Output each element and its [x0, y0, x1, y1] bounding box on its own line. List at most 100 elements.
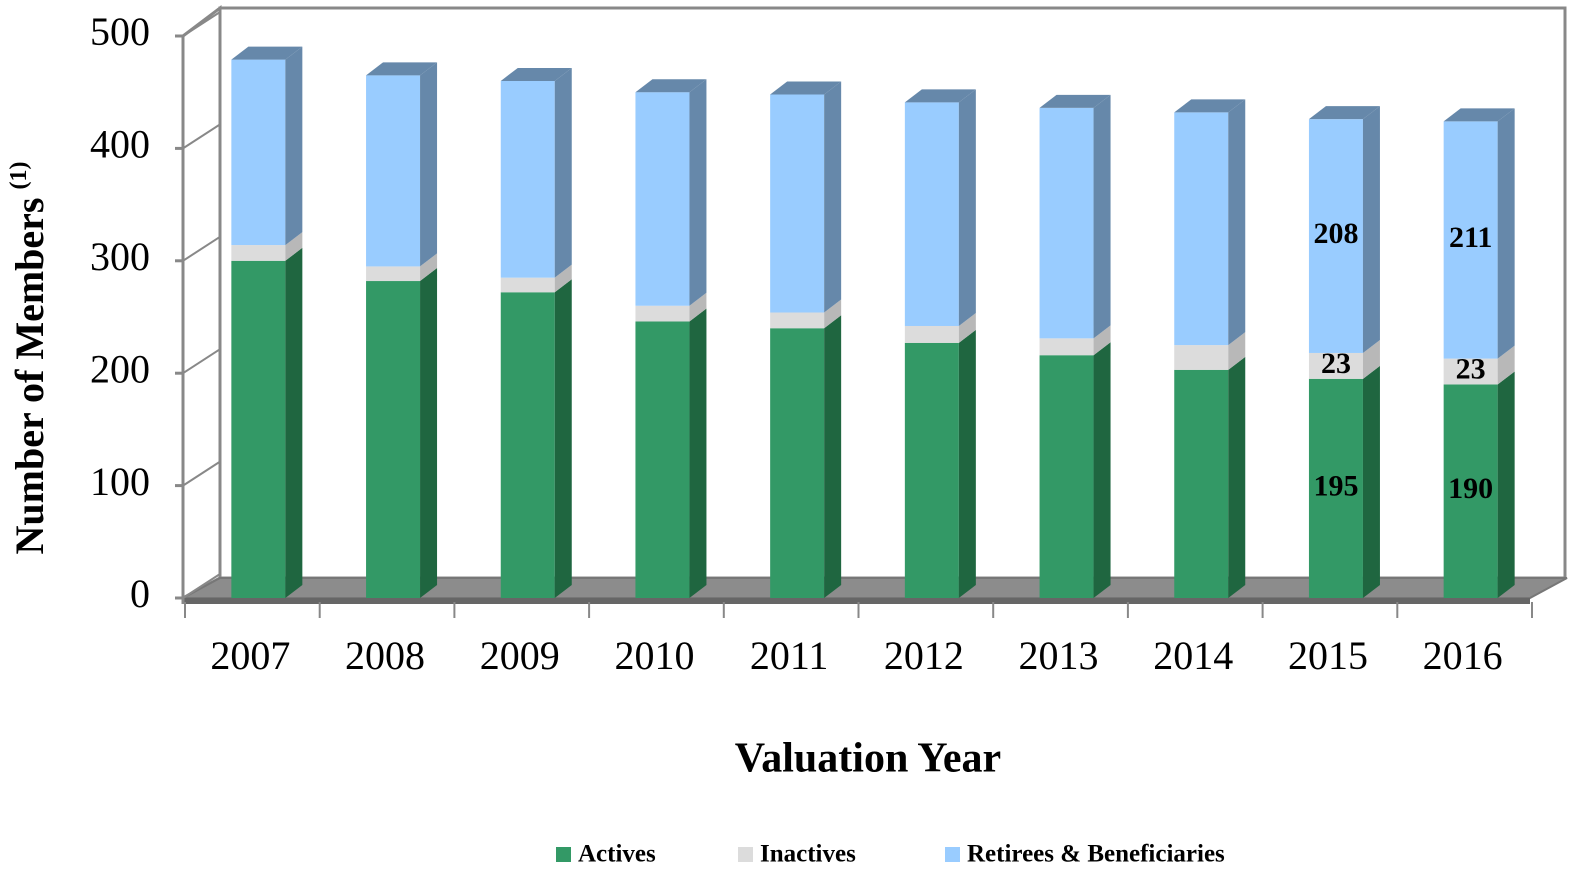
bar-side: [554, 67, 572, 278]
bar-front: [1174, 112, 1229, 346]
bar-side: [1228, 99, 1246, 346]
bar-segment: [635, 292, 707, 322]
bar-top: [770, 81, 842, 95]
bar-front: [500, 80, 555, 278]
bar-front: [1443, 358, 1498, 385]
legend-swatch: [738, 847, 753, 862]
bar-side: [1093, 342, 1111, 598]
y-tick-label: 500: [90, 9, 150, 54]
bar-front: [366, 266, 421, 282]
bar-front: [366, 281, 421, 598]
bar-front: [231, 245, 286, 261]
x-tick-label: 2009: [480, 633, 560, 678]
bar-segment: [231, 46, 303, 246]
bar-side: [1362, 106, 1380, 353]
bar-top: [231, 46, 303, 60]
bar-top: [366, 62, 438, 76]
bar-side: [824, 299, 842, 329]
bar-top: [1308, 106, 1380, 120]
bar-side: [958, 312, 976, 343]
bar-segment: [500, 279, 572, 598]
bar-side: [1497, 345, 1515, 385]
bar-segment: [1039, 325, 1111, 356]
bar-front: [770, 94, 825, 313]
value-label: 195: [1313, 469, 1358, 502]
bar-segment: [635, 79, 707, 306]
bar-front: [231, 260, 286, 598]
bar-side: [285, 232, 303, 261]
bar-front: [770, 312, 825, 329]
legend-label: Retirees & Beneficiaries: [967, 841, 1225, 868]
bar-top: [635, 79, 707, 93]
x-tick-label: 2013: [1019, 633, 1099, 678]
y-tick-label: 400: [90, 122, 150, 167]
y-axis-title-note: (1): [6, 162, 32, 190]
bar-front: [1039, 338, 1094, 356]
y-tick-label: 100: [90, 459, 150, 504]
side-wall: [181, 4, 222, 601]
bar-segment: [1039, 94, 1111, 339]
bar-segment: [366, 268, 438, 598]
bar-side: [554, 279, 572, 598]
bar-segment: [1308, 106, 1380, 353]
bar-side: [1228, 332, 1246, 370]
bar-front: [366, 75, 421, 267]
bar-side: [689, 292, 707, 322]
grid-line: [182, 235, 221, 262]
value-label: 208: [1313, 217, 1358, 250]
bar-segment: [1443, 108, 1515, 359]
bar-front: [1308, 378, 1363, 598]
bar-side: [420, 268, 438, 598]
bar-side: [285, 46, 303, 246]
bar-side: [689, 308, 707, 598]
legend-label: Inactives: [760, 841, 856, 868]
bar-segment: [231, 247, 303, 599]
bar-top: [1039, 94, 1111, 108]
x-tick-label: 2008: [345, 633, 425, 678]
bar-front: [1039, 355, 1094, 598]
bar-front: [904, 325, 959, 343]
bar-side: [824, 315, 842, 598]
bar-segment: [904, 89, 976, 326]
x-tick-label: 2015: [1288, 633, 1368, 678]
floor-edge: [183, 598, 1530, 604]
bar-side: [554, 264, 572, 293]
bar-front: [500, 292, 555, 598]
bar-front: [635, 305, 690, 322]
bar-top: [1443, 108, 1515, 122]
bar-front: [1443, 384, 1498, 598]
bar-segment: [904, 329, 976, 598]
y-axis-title: Number of Members (1): [6, 162, 53, 555]
value-label: 190: [1448, 472, 1493, 505]
grid-line: [182, 460, 221, 487]
bar-side: [689, 79, 707, 306]
bar-front: [500, 277, 555, 293]
bar-front: [1308, 119, 1363, 353]
bar-segment: [1174, 332, 1246, 370]
legend-label: Actives: [578, 841, 656, 868]
grid-line: [182, 11, 221, 37]
bar-front: [1443, 121, 1498, 359]
x-tick-label: 2012: [884, 633, 964, 678]
bar-segment: [904, 312, 976, 343]
bar-segment: [1174, 99, 1246, 346]
bar-segment: [635, 308, 707, 598]
bar-front: [1308, 352, 1363, 379]
grid-line: [182, 573, 221, 599]
y-axis-title-text: Number of Members: [7, 198, 52, 555]
bar-front: [1174, 345, 1229, 370]
bar-segment: [500, 264, 572, 293]
bar-side: [1093, 94, 1111, 339]
bar-side: [420, 62, 438, 267]
bar-top: [1174, 99, 1246, 113]
bar-segment: [1174, 356, 1246, 598]
x-tick-label: 2010: [614, 633, 694, 678]
bar-side: [1362, 365, 1380, 598]
bar-segment: [770, 81, 842, 313]
bar-front: [635, 92, 690, 306]
bar-front: [231, 59, 286, 246]
bar-front: [635, 321, 690, 598]
bar-side: [1228, 356, 1246, 598]
grid-line: [182, 123, 221, 150]
